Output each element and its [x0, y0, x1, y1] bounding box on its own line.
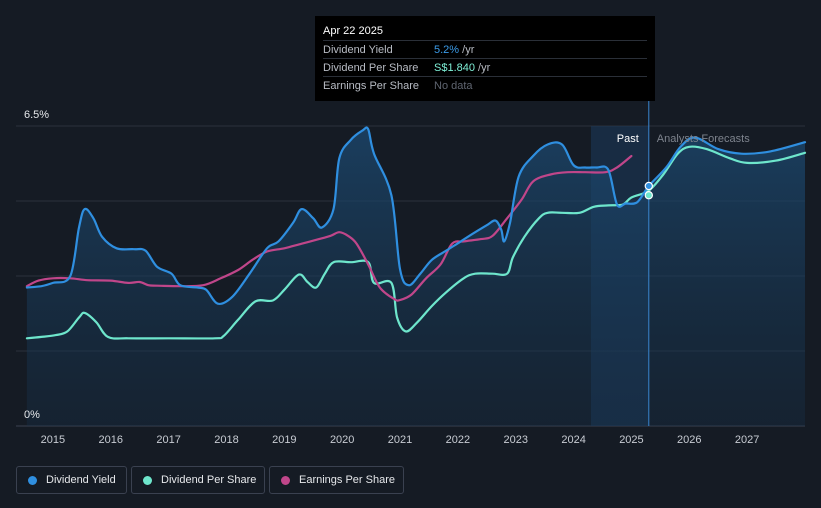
- x-tick-label: 2015: [41, 434, 65, 446]
- tooltip-value: No data: [434, 80, 473, 92]
- x-tick-label: 2018: [214, 434, 238, 446]
- dividend-yield-line: [25, 126, 807, 306]
- tooltip-date: Apr 22 2025: [323, 25, 383, 37]
- x-tick-label: 2023: [503, 434, 527, 446]
- legend-label: Dividend Per Share: [161, 474, 257, 486]
- y-tick-label: 6.5%: [24, 109, 49, 121]
- x-tick-label: 2016: [99, 434, 123, 446]
- x-tick-label: 2024: [561, 434, 585, 446]
- tooltip-label: Earnings Per Share: [323, 80, 419, 92]
- x-tick-label: 2021: [388, 434, 412, 446]
- tooltip-row-earnings-per-share: Earnings Per Share No data: [323, 76, 647, 95]
- legend-dot-icon: [28, 476, 37, 485]
- legend-earnings-per-share[interactable]: Earnings Per Share: [269, 466, 404, 494]
- dividend-per-share-marker: [644, 191, 654, 200]
- tooltip-row-dividend-per-share: Dividend Per Share S$1.840 /yr: [323, 58, 647, 77]
- series-lines: [25, 126, 807, 340]
- tooltip-label: Dividend Per Share: [323, 62, 419, 74]
- legend-label: Dividend Yield: [46, 474, 116, 486]
- tooltip: Apr 22 2025 Dividend Yield 5.2% /yr Divi…: [315, 16, 655, 101]
- legend-dividend-yield[interactable]: Dividend Yield: [16, 466, 127, 494]
- past-label: Past: [617, 133, 639, 145]
- x-tick-label: 2017: [156, 434, 180, 446]
- legend-label: Earnings Per Share: [299, 474, 395, 486]
- x-tick-label: 2026: [677, 434, 701, 446]
- forecast-label: Analysts Forecasts: [657, 133, 750, 145]
- axis-labels: 6.5% 0% 2015 2016 2017 2018 2019 2020 2021 2022 20…: [24, 109, 759, 446]
- tooltip-value: 5.2% /yr: [434, 44, 475, 56]
- tooltip-value: S$1.840 /yr: [434, 62, 491, 74]
- x-tick-label: 2022: [446, 434, 470, 446]
- x-tick-label: 2027: [735, 434, 759, 446]
- legend-dot-icon: [281, 476, 290, 485]
- tooltip-row-dividend-yield: Dividend Yield 5.2% /yr: [323, 40, 647, 59]
- markers: [644, 181, 654, 200]
- y-tick-label: 0%: [24, 409, 40, 421]
- dividend-yield-marker: [644, 181, 654, 191]
- x-tick-label: 2025: [619, 434, 643, 446]
- x-tick-label: 2019: [272, 434, 296, 446]
- dividend-per-share-line: [25, 145, 807, 340]
- tooltip-label: Dividend Yield: [323, 44, 393, 56]
- x-tick-label: 2020: [330, 434, 354, 446]
- dividend-yield-area: [26, 127, 806, 427]
- legend-dot-icon: [143, 476, 152, 485]
- earnings-per-share-line: [25, 154, 633, 302]
- legend-dividend-per-share[interactable]: Dividend Per Share: [131, 466, 265, 494]
